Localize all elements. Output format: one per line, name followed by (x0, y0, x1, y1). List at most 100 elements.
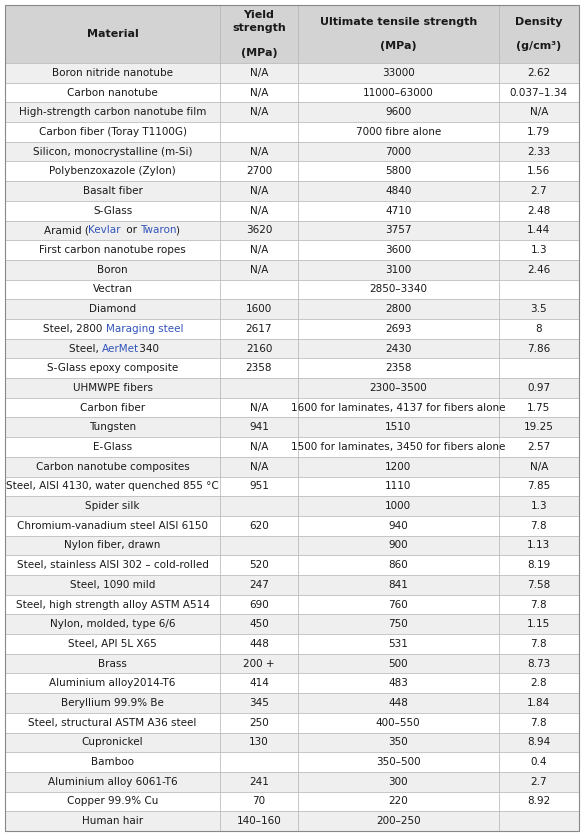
Bar (5, 752, 220, 772)
Text: 520: 520 (249, 560, 269, 570)
Text: N/A: N/A (250, 461, 268, 472)
Bar (220, 477, 298, 497)
Bar (499, 417, 579, 437)
Bar (298, 674, 499, 693)
Bar (5, 260, 220, 279)
Text: 7.8: 7.8 (530, 717, 547, 727)
Text: 1200: 1200 (385, 461, 411, 472)
Bar (5, 536, 220, 555)
Bar (5, 221, 220, 240)
Bar (5, 693, 220, 713)
Bar (220, 339, 298, 359)
Bar (220, 674, 298, 693)
Bar (220, 417, 298, 437)
Text: 3620: 3620 (246, 226, 272, 236)
Bar (499, 122, 579, 142)
Text: 200–250: 200–250 (376, 816, 420, 826)
Text: Human hair: Human hair (82, 816, 143, 826)
Bar (298, 772, 499, 792)
Bar (499, 5, 579, 63)
Text: 7.8: 7.8 (530, 521, 547, 531)
Bar (5, 555, 220, 575)
Text: 1.13: 1.13 (527, 540, 551, 550)
Bar (5, 299, 220, 319)
Text: 531: 531 (388, 639, 408, 649)
Bar (5, 456, 220, 477)
Text: 4840: 4840 (385, 186, 411, 196)
Text: 220: 220 (388, 797, 408, 807)
Bar (298, 181, 499, 201)
Bar (499, 161, 579, 181)
Text: Twaron: Twaron (140, 226, 177, 236)
Text: 2800: 2800 (385, 304, 411, 314)
Text: Boron: Boron (98, 265, 128, 275)
Text: Chromium-vanadium steel AISI 6150: Chromium-vanadium steel AISI 6150 (17, 521, 208, 531)
Bar (298, 5, 499, 63)
Bar (298, 732, 499, 752)
Bar (5, 378, 220, 398)
Bar (499, 713, 579, 732)
Text: N/A: N/A (250, 146, 268, 156)
Bar (220, 555, 298, 575)
Text: 2358: 2358 (246, 363, 272, 373)
Bar (499, 299, 579, 319)
Text: 2.62: 2.62 (527, 68, 551, 78)
Bar (499, 634, 579, 654)
Bar (5, 437, 220, 456)
Text: 8.94: 8.94 (527, 737, 551, 747)
Bar (298, 417, 499, 437)
Bar (220, 5, 298, 63)
Text: 5800: 5800 (385, 166, 411, 176)
Bar (499, 102, 579, 122)
Bar (499, 201, 579, 221)
Text: 250: 250 (249, 717, 269, 727)
Text: N/A: N/A (250, 265, 268, 275)
Text: ): ) (176, 226, 180, 236)
Bar (220, 181, 298, 201)
Bar (5, 83, 220, 102)
Text: 750: 750 (388, 619, 408, 630)
Text: Cupronickel: Cupronickel (82, 737, 144, 747)
Bar (298, 555, 499, 575)
Bar (5, 772, 220, 792)
Text: 130: 130 (249, 737, 269, 747)
Text: Aramid (: Aramid ( (44, 226, 89, 236)
Text: 2.48: 2.48 (527, 206, 551, 216)
Text: Steel, AISI 4130, water quenched 855 °C: Steel, AISI 4130, water quenched 855 °C (6, 482, 219, 492)
Text: Kevlar: Kevlar (88, 226, 121, 236)
Text: N/A: N/A (250, 245, 268, 255)
Text: 690: 690 (249, 599, 269, 609)
Text: Copper 99.9% Cu: Copper 99.9% Cu (67, 797, 158, 807)
Text: N/A: N/A (250, 403, 268, 413)
Text: Yield
strength

(MPa): Yield strength (MPa) (232, 10, 286, 58)
Bar (220, 536, 298, 555)
Text: 860: 860 (388, 560, 408, 570)
Text: High-strength carbon nanotube film: High-strength carbon nanotube film (19, 107, 206, 117)
Bar (220, 240, 298, 260)
Bar (298, 752, 499, 772)
Bar (5, 497, 220, 516)
Bar (499, 260, 579, 279)
Bar (220, 359, 298, 378)
Bar (298, 299, 499, 319)
Text: 2.33: 2.33 (527, 146, 551, 156)
Text: Nylon, molded, type 6/6: Nylon, molded, type 6/6 (50, 619, 175, 630)
Text: Boron nitride nanotube: Boron nitride nanotube (52, 68, 173, 78)
Bar (499, 693, 579, 713)
Bar (5, 792, 220, 811)
Text: 1510: 1510 (385, 422, 411, 432)
Text: UHMWPE fibers: UHMWPE fibers (72, 383, 152, 393)
Bar (499, 63, 579, 83)
Text: 7.58: 7.58 (527, 580, 551, 590)
Text: Density

(g/cm³): Density (g/cm³) (515, 17, 562, 51)
Text: 448: 448 (249, 639, 269, 649)
Text: 350–500: 350–500 (376, 757, 420, 767)
Text: 3.5: 3.5 (530, 304, 547, 314)
Text: 2.57: 2.57 (527, 442, 551, 452)
Text: Brass: Brass (98, 659, 127, 669)
Bar (220, 456, 298, 477)
Text: 7.8: 7.8 (530, 599, 547, 609)
Text: N/A: N/A (250, 68, 268, 78)
Text: Beryllium 99.9% Be: Beryllium 99.9% Be (61, 698, 164, 708)
Bar (5, 161, 220, 181)
